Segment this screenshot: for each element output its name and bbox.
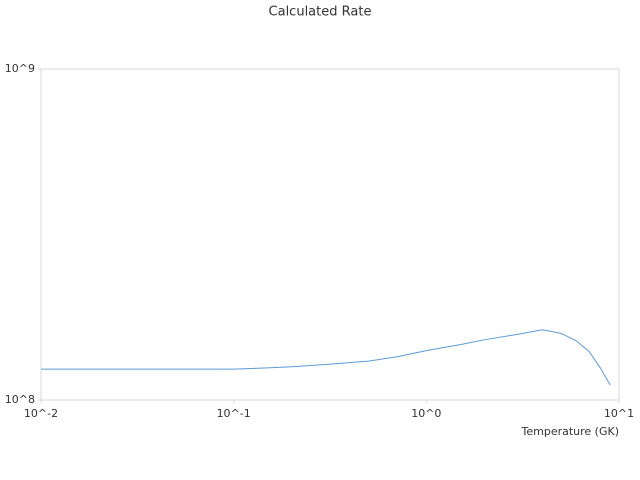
x-tick-label: 10^1 [604, 407, 634, 420]
x-tick-label: 10^-1 [217, 407, 251, 420]
y-tick-label: 10^9 [5, 62, 35, 75]
plot-area [40, 68, 620, 401]
line [41, 329, 611, 386]
x-tick-label: 10^-2 [24, 407, 58, 420]
chart-title: Calculated Rate [269, 5, 372, 20]
x-axis-label: Temperature (GK) [521, 425, 620, 438]
x-tick-label: 10^0 [411, 407, 441, 420]
y-tick-label: 10^8 [5, 393, 35, 406]
